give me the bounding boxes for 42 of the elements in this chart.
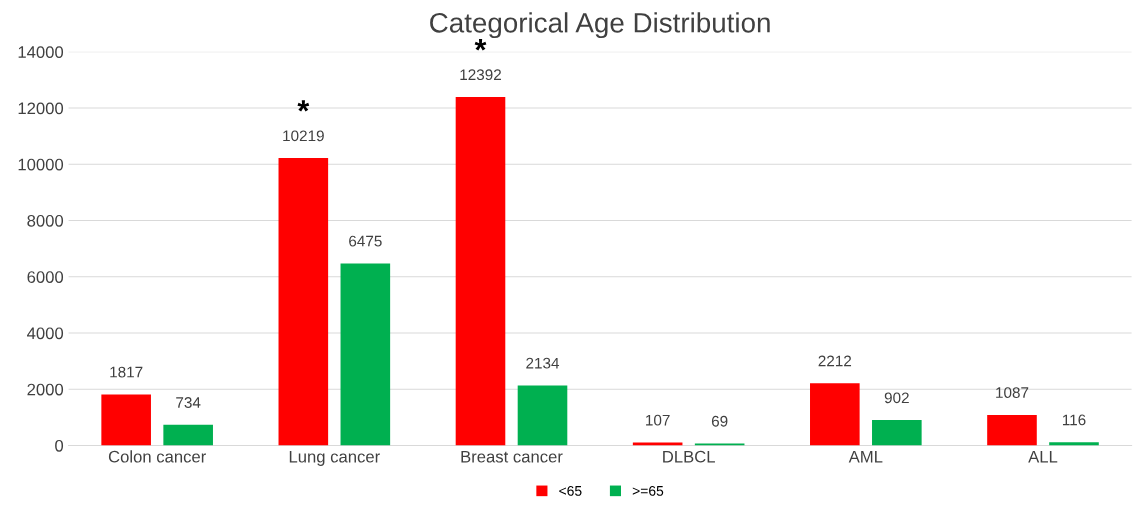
y-tick-label: 0	[55, 439, 64, 452]
data-label: 1817	[110, 366, 143, 378]
x-tick-label: AML	[848, 450, 883, 463]
bar	[163, 424, 213, 446]
bar	[1049, 442, 1099, 446]
y-tick-label: 14000	[18, 46, 64, 58]
x-tick-label: Breast cancer	[461, 450, 563, 463]
text: *	[474, 39, 487, 51]
y-tick-label: 8000	[27, 214, 64, 227]
legend-label: >=65	[632, 485, 664, 496]
bar	[632, 442, 683, 446]
data-label: 734	[176, 397, 201, 408]
chart-title: Categorical Age Distribution	[430, 12, 770, 39]
y-tick-label: 6000	[27, 271, 64, 283]
y-tick-label: 12000	[18, 102, 64, 115]
bar	[340, 263, 391, 446]
data-label: 1087	[996, 387, 1029, 398]
data-label: 69	[711, 415, 728, 427]
data-label: 2134	[526, 357, 560, 369]
x-tick-label: ALL	[1028, 450, 1058, 463]
bar	[101, 394, 151, 446]
data-label: 6475	[349, 235, 382, 247]
data-label: 10219	[283, 130, 324, 142]
data-label: 2212	[818, 355, 852, 367]
data-label: 116	[1062, 414, 1086, 426]
x-tick-label: Colon cancer	[108, 450, 206, 463]
y-tick-label: 4000	[27, 327, 64, 340]
annotation: *	[297, 100, 310, 112]
bar	[872, 420, 922, 446]
bar	[810, 383, 860, 446]
legend-label: <65	[559, 485, 582, 496]
x-tick-label: DLBCL	[663, 450, 715, 463]
bar	[455, 97, 506, 446]
y-tick-label: 2000	[27, 383, 64, 396]
y-tick-label: 10000	[18, 158, 64, 171]
bar	[987, 414, 1037, 446]
data-label: 107	[646, 414, 670, 426]
data-label: 12392	[460, 69, 501, 81]
data-label: 902	[884, 392, 909, 404]
x-tick-label: Lung cancer	[289, 450, 380, 466]
bar	[278, 158, 329, 446]
bar	[517, 385, 568, 446]
